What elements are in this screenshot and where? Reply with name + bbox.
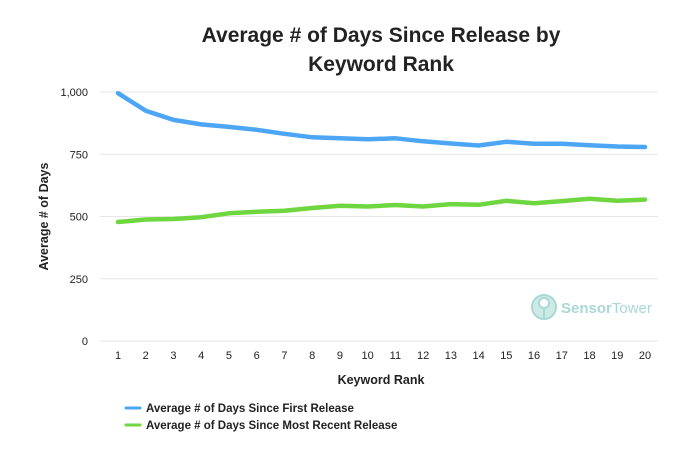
x-tick-label: 8: [309, 350, 315, 362]
x-tick-label: 20: [639, 350, 651, 362]
data-point: [339, 137, 341, 139]
x-tick-label: 1: [115, 350, 121, 362]
x-tick-label: 18: [583, 350, 595, 362]
data-point: [117, 92, 119, 94]
chart-title-line: Keyword Rank: [308, 53, 454, 76]
y-tick-label: 500: [70, 212, 88, 224]
legend-item: Average # of Days Since First Release: [124, 403, 354, 415]
data-point: [367, 138, 369, 140]
x-tick-label: 19: [611, 350, 623, 362]
x-tick-label: 16: [528, 350, 540, 362]
data-point: [145, 219, 147, 220]
data-point: [173, 218, 174, 220]
data-point: [533, 202, 535, 204]
data-point: [561, 200, 563, 202]
data-point: [616, 146, 618, 147]
watermark-text: SensorTower: [561, 300, 652, 317]
x-axis-title: Keyword Rank: [338, 373, 425, 387]
x-tick-label: 17: [556, 350, 568, 362]
y-axis-title: Average # of Days: [37, 162, 51, 270]
x-tick-label: 6: [254, 350, 260, 362]
data-point: [478, 145, 480, 146]
data-point: [478, 204, 480, 206]
data-point: [256, 129, 258, 131]
data-point: [339, 205, 341, 207]
x-tick-label: 7: [281, 350, 287, 362]
y-tick-label: 250: [70, 274, 88, 286]
x-tick-label: 5: [226, 350, 232, 362]
x-tick-label: 13: [445, 350, 457, 362]
y-tick-label: 0: [82, 336, 88, 348]
data-point: [450, 143, 452, 144]
chart-title: Average # of Days Since Release by Keywor…: [202, 24, 561, 76]
legend-item: Average # of Days Since Most Recent Rele…: [124, 420, 397, 432]
data-point: [450, 203, 452, 205]
data-point: [228, 212, 230, 214]
data-point: [616, 200, 618, 202]
data-point: [644, 199, 646, 201]
y-axis-ticks: 0 250 500 750 1,000: [60, 87, 88, 348]
series-lines: [115, 90, 648, 225]
data-point: [311, 207, 313, 209]
data-point: [228, 126, 230, 128]
data-point: [117, 221, 119, 223]
data-point: [145, 110, 147, 112]
x-tick-label: 3: [170, 350, 176, 362]
data-point: [173, 119, 174, 121]
data-point: [200, 216, 202, 218]
sensortower-logo-icon: [531, 294, 557, 320]
data-point: [422, 206, 424, 207]
data-point: [283, 210, 285, 212]
legend-label: Average # of Days Since Most Recent Rele…: [146, 420, 397, 432]
x-tick-label: 14: [472, 350, 484, 362]
legend-label: Average # of Days Since First Release: [146, 403, 354, 415]
y-tick-label: 1,000: [60, 87, 88, 99]
data-point: [422, 140, 424, 142]
x-tick-label: 2: [143, 350, 149, 362]
x-tick-label: 9: [337, 350, 343, 362]
data-point: [311, 136, 313, 138]
series-line-1: [115, 90, 648, 150]
x-tick-label: 12: [417, 350, 429, 362]
x-tick-label: 4: [198, 350, 204, 362]
y-tick-label: 750: [70, 149, 88, 161]
data-point: [533, 143, 535, 145]
data-point: [200, 123, 202, 125]
x-tick-label: 11: [390, 350, 401, 362]
data-point: [394, 137, 396, 139]
data-point: [589, 198, 590, 200]
x-axis-ticks: 1 2 3 4 5 6 7 8 9 10 11 12 13 14 15 16 17 18 19 20: [115, 350, 651, 362]
legend: Average # of Days Since First Release Ave…: [124, 403, 397, 432]
data-point: [589, 144, 590, 146]
data-point: [505, 141, 507, 143]
data-point: [644, 146, 646, 148]
data-point: [394, 204, 396, 206]
data-point: [283, 133, 285, 135]
watermark: SensorTower: [531, 294, 652, 320]
data-point: [505, 200, 507, 202]
x-tick-label: 15: [500, 350, 512, 362]
data-point: [561, 143, 563, 145]
x-tick-label: 10: [362, 350, 374, 362]
data-point: [256, 211, 258, 213]
data-point: [367, 206, 369, 207]
chart-title-line: Average # of Days Since Release by: [202, 24, 561, 47]
series-line-2: [115, 196, 648, 225]
